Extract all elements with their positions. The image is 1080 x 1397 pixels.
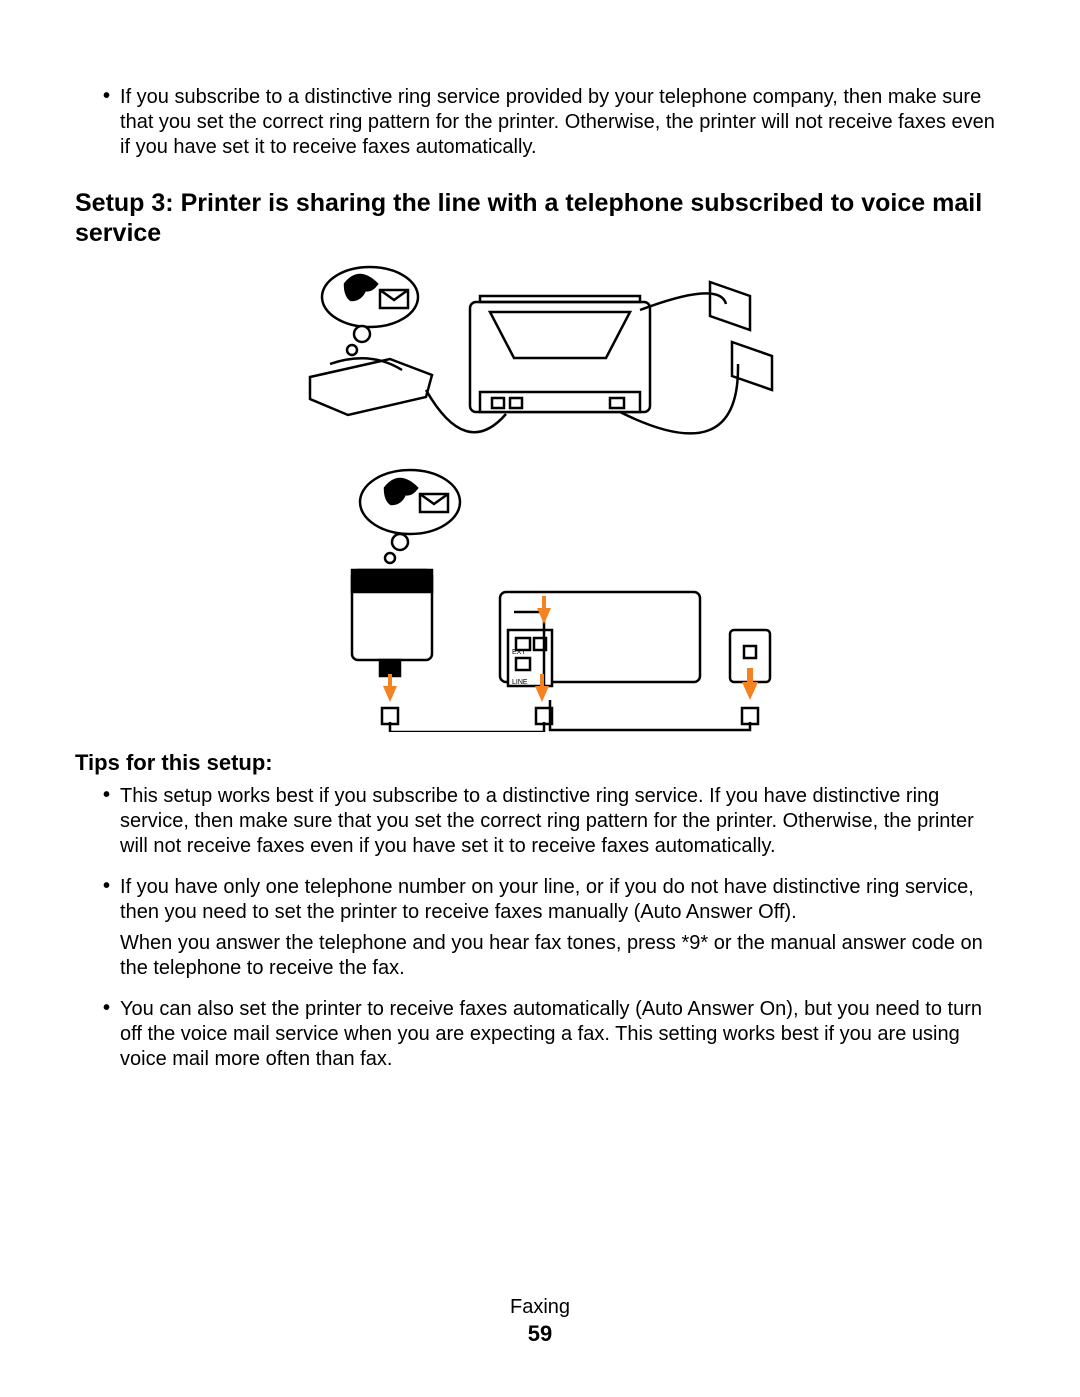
tip-text: When you answer the telephone and you he… bbox=[120, 931, 1005, 981]
setup-heading: Setup 3: Printer is sharing the line wit… bbox=[75, 188, 1005, 248]
bullet-icon: • bbox=[103, 784, 110, 865]
diagram-svg: EXT LINE bbox=[280, 262, 800, 732]
page-content: • If you subscribe to a distinctive ring… bbox=[75, 85, 1005, 1296]
tip-text: This setup works best if you subscribe t… bbox=[120, 784, 1005, 859]
tip-item: • You can also set the printer to receiv… bbox=[103, 997, 1005, 1078]
tip-text: If you have only one telephone number on… bbox=[120, 875, 1005, 925]
footer-section: Faxing bbox=[75, 1296, 1005, 1319]
tips-list: • This setup works best if you subscribe… bbox=[75, 784, 1005, 1078]
page-footer: Faxing 59 bbox=[75, 1296, 1005, 1367]
intro-bullet: • If you subscribe to a distinctive ring… bbox=[103, 85, 1005, 160]
tip-item: • If you have only one telephone number … bbox=[103, 875, 1005, 987]
tip-item: • This setup works best if you subscribe… bbox=[103, 784, 1005, 865]
bullet-icon: • bbox=[103, 85, 110, 160]
svg-text:LINE: LINE bbox=[512, 679, 528, 686]
tip-body: This setup works best if you subscribe t… bbox=[120, 784, 1005, 865]
svg-text:EXT: EXT bbox=[512, 649, 526, 656]
tip-body: If you have only one telephone number on… bbox=[120, 875, 1005, 987]
footer-page-number: 59 bbox=[75, 1321, 1005, 1347]
bullet-icon: • bbox=[103, 875, 110, 987]
bullet-icon: • bbox=[103, 997, 110, 1078]
tip-text: You can also set the printer to receive … bbox=[120, 997, 1005, 1072]
tips-heading: Tips for this setup: bbox=[75, 750, 1005, 776]
tip-body: You can also set the printer to receive … bbox=[120, 997, 1005, 1078]
manual-page: • If you subscribe to a distinctive ring… bbox=[0, 0, 1080, 1397]
wiring-diagram: EXT LINE bbox=[280, 262, 800, 732]
intro-bullet-text: If you subscribe to a distinctive ring s… bbox=[120, 85, 1005, 160]
diagram-container: EXT LINE bbox=[75, 262, 1005, 732]
